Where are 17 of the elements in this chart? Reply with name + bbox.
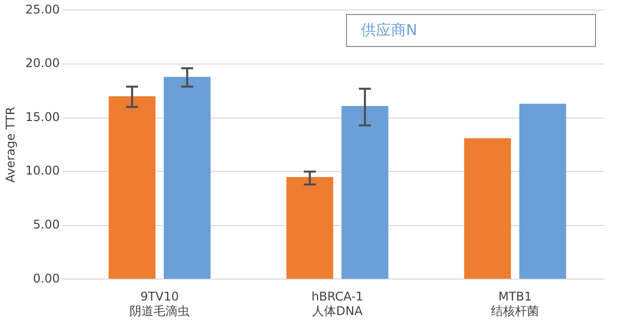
x-tick-label: 9TV10 阴道毛滴虫 — [130, 290, 190, 318]
text: 供应商N — [361, 21, 418, 39]
bar — [464, 138, 511, 279]
y-tick-label: 25.00 — [25, 2, 60, 16]
y-tick-label: 20.00 — [25, 56, 60, 70]
bar — [164, 76, 211, 279]
y-tick-label: 15.00 — [25, 110, 60, 124]
x-tick-label: hBRCA-1 人体DNA — [311, 290, 364, 318]
bar — [286, 176, 334, 279]
y-tick-label: 10.00 — [25, 164, 60, 178]
x-tick-label: MTB1 结核杆菌 — [491, 290, 540, 318]
bar — [342, 106, 388, 279]
y-tick-label: 5.00 — [33, 218, 60, 232]
y-tick-label: 0.00 — [33, 271, 60, 286]
y-axis-title: Average TTR — [3, 106, 18, 183]
bar — [519, 104, 566, 279]
bar — [108, 96, 156, 279]
